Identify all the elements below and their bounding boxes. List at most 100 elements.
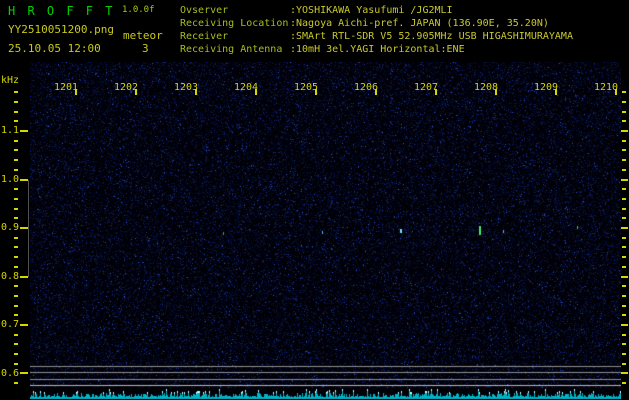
freq-minor-tick-right [622, 295, 626, 297]
freq-major-tick-right [621, 372, 628, 374]
freq-minor-tick-right [622, 159, 626, 161]
time-tick [135, 89, 137, 95]
freq-major-tick-right [621, 227, 628, 229]
freq-minor-tick-left [14, 159, 18, 161]
freq-minor-tick-left [14, 256, 18, 258]
time-tick-label: 1206 [354, 82, 379, 93]
freq-minor-tick-right [622, 188, 626, 190]
freq-minor-tick-left [14, 188, 18, 190]
freq-minor-tick-right [622, 246, 626, 248]
time-tick [375, 89, 377, 95]
freq-major-tick-right [621, 130, 628, 132]
station-info-row: Receiving Location:Nagoya Aichi-pref. JA… [180, 17, 573, 30]
freq-minor-tick-left [14, 111, 18, 113]
freq-minor-tick-right [622, 353, 626, 355]
freq-minor-tick-left [14, 169, 18, 171]
freq-minor-tick-left [14, 198, 18, 200]
freq-minor-tick-right [622, 101, 626, 103]
time-tick-label: 1203 [174, 82, 199, 93]
freq-minor-tick-right [622, 120, 626, 122]
freq-minor-tick-left [14, 382, 18, 384]
time-tick [255, 89, 257, 95]
freq-major-tick-left [20, 179, 28, 181]
time-tick-label: 1202 [114, 82, 139, 93]
observation-datetime: 25.10.05 12:00 [8, 42, 101, 55]
freq-minor-tick-right [622, 198, 626, 200]
time-tick-label: 1209 [534, 82, 559, 93]
freq-major-tick-left [20, 324, 28, 326]
freq-major-tick-left [20, 130, 28, 132]
freq-minor-tick-left [14, 140, 18, 142]
freq-major-tick-right [621, 276, 628, 278]
station-info-row: Receiver :SMArt RTL-SDR V5 52.905MHz USB … [180, 30, 573, 43]
freq-minor-tick-left [14, 149, 18, 151]
freq-tick-label: 1.0 [0, 173, 19, 185]
time-tick [195, 89, 197, 95]
app-title: H R O F F T [8, 4, 115, 18]
detection-band-marker [28, 180, 29, 277]
time-tick-label: 1210 [594, 82, 619, 93]
freq-minor-tick-left [14, 120, 18, 122]
freq-minor-tick-left [14, 101, 18, 103]
freq-minor-tick-left [14, 343, 18, 345]
freq-minor-tick-left [14, 237, 18, 239]
time-tick-label: 1201 [54, 82, 79, 93]
freq-minor-tick-right [622, 140, 626, 142]
meteor-count-badge: 3 [142, 42, 149, 55]
freq-minor-tick-right [622, 217, 626, 219]
freq-minor-tick-right [622, 363, 626, 365]
freq-tick-label: 1.1 [0, 125, 19, 136]
freq-minor-tick-right [622, 285, 626, 287]
time-tick [435, 89, 437, 95]
info-value: :10mH 3el.YAGI Horizontal:ENE [290, 44, 465, 55]
freq-minor-tick-right [622, 256, 626, 258]
freq-minor-tick-left [14, 91, 18, 93]
time-tick [615, 89, 617, 95]
freq-minor-tick-left [14, 363, 18, 365]
freq-minor-tick-right [622, 266, 626, 268]
info-label: Receiving Antenna [180, 44, 283, 55]
freq-minor-tick-left [14, 353, 18, 355]
freq-major-tick-left [20, 227, 28, 229]
freq-major-tick-right [621, 324, 628, 326]
freq-minor-tick-right [622, 169, 626, 171]
station-info-row: Ovserver :YOSHIKAWA Yasufumi /JG2MLI [180, 4, 573, 17]
info-label: Receiver [180, 31, 229, 42]
freq-minor-tick-left [14, 285, 18, 287]
info-value: :SMArt RTL-SDR V5 52.905MHz USB HIGASHIM… [290, 31, 573, 42]
time-tick-label: 1208 [474, 82, 499, 93]
freq-minor-tick-right [622, 334, 626, 336]
station-info-block: Ovserver:YOSHIKAWA Yasufumi /JG2MLI Recei… [180, 4, 573, 56]
freq-minor-tick-right [622, 382, 626, 384]
info-value: :YOSHIKAWA Yasufumi /JG2MLI [290, 5, 453, 16]
freq-minor-tick-right [622, 305, 626, 307]
freq-minor-tick-left [14, 208, 18, 210]
freq-minor-tick-right [622, 91, 626, 93]
freq-minor-tick-right [622, 111, 626, 113]
freq-minor-tick-left [14, 217, 18, 219]
freq-major-tick-right [621, 179, 628, 181]
freq-major-tick-left [20, 276, 28, 278]
time-tick-label: 1207 [414, 82, 439, 93]
mode-label: meteor [123, 29, 163, 42]
freq-minor-tick-right [622, 343, 626, 345]
freq-minor-tick-right [622, 149, 626, 151]
freq-tick-label: 0.8 [0, 270, 19, 282]
freq-major-tick-left [20, 372, 28, 374]
info-label: Receiving Location [180, 18, 289, 29]
freq-minor-tick-right [622, 208, 626, 210]
freq-tick-label: 0.7 [0, 319, 19, 330]
freq-minor-tick-left [14, 266, 18, 268]
time-tick [315, 89, 317, 95]
freq-tick-label: 0.6 [0, 367, 19, 379]
freq-minor-tick-left [14, 295, 18, 297]
app-version: 1.0.0f [122, 5, 155, 15]
time-tick-label: 1204 [234, 82, 259, 93]
time-tick [495, 89, 497, 95]
freq-minor-tick-right [622, 314, 626, 316]
spectrogram-canvas [30, 62, 621, 400]
station-info-row: Receiving Antenna :10mH 3el.YAGI Horizont… [180, 43, 573, 56]
freq-axis-unit-label: kHz [1, 75, 20, 86]
info-label: Ovserver [180, 5, 229, 16]
